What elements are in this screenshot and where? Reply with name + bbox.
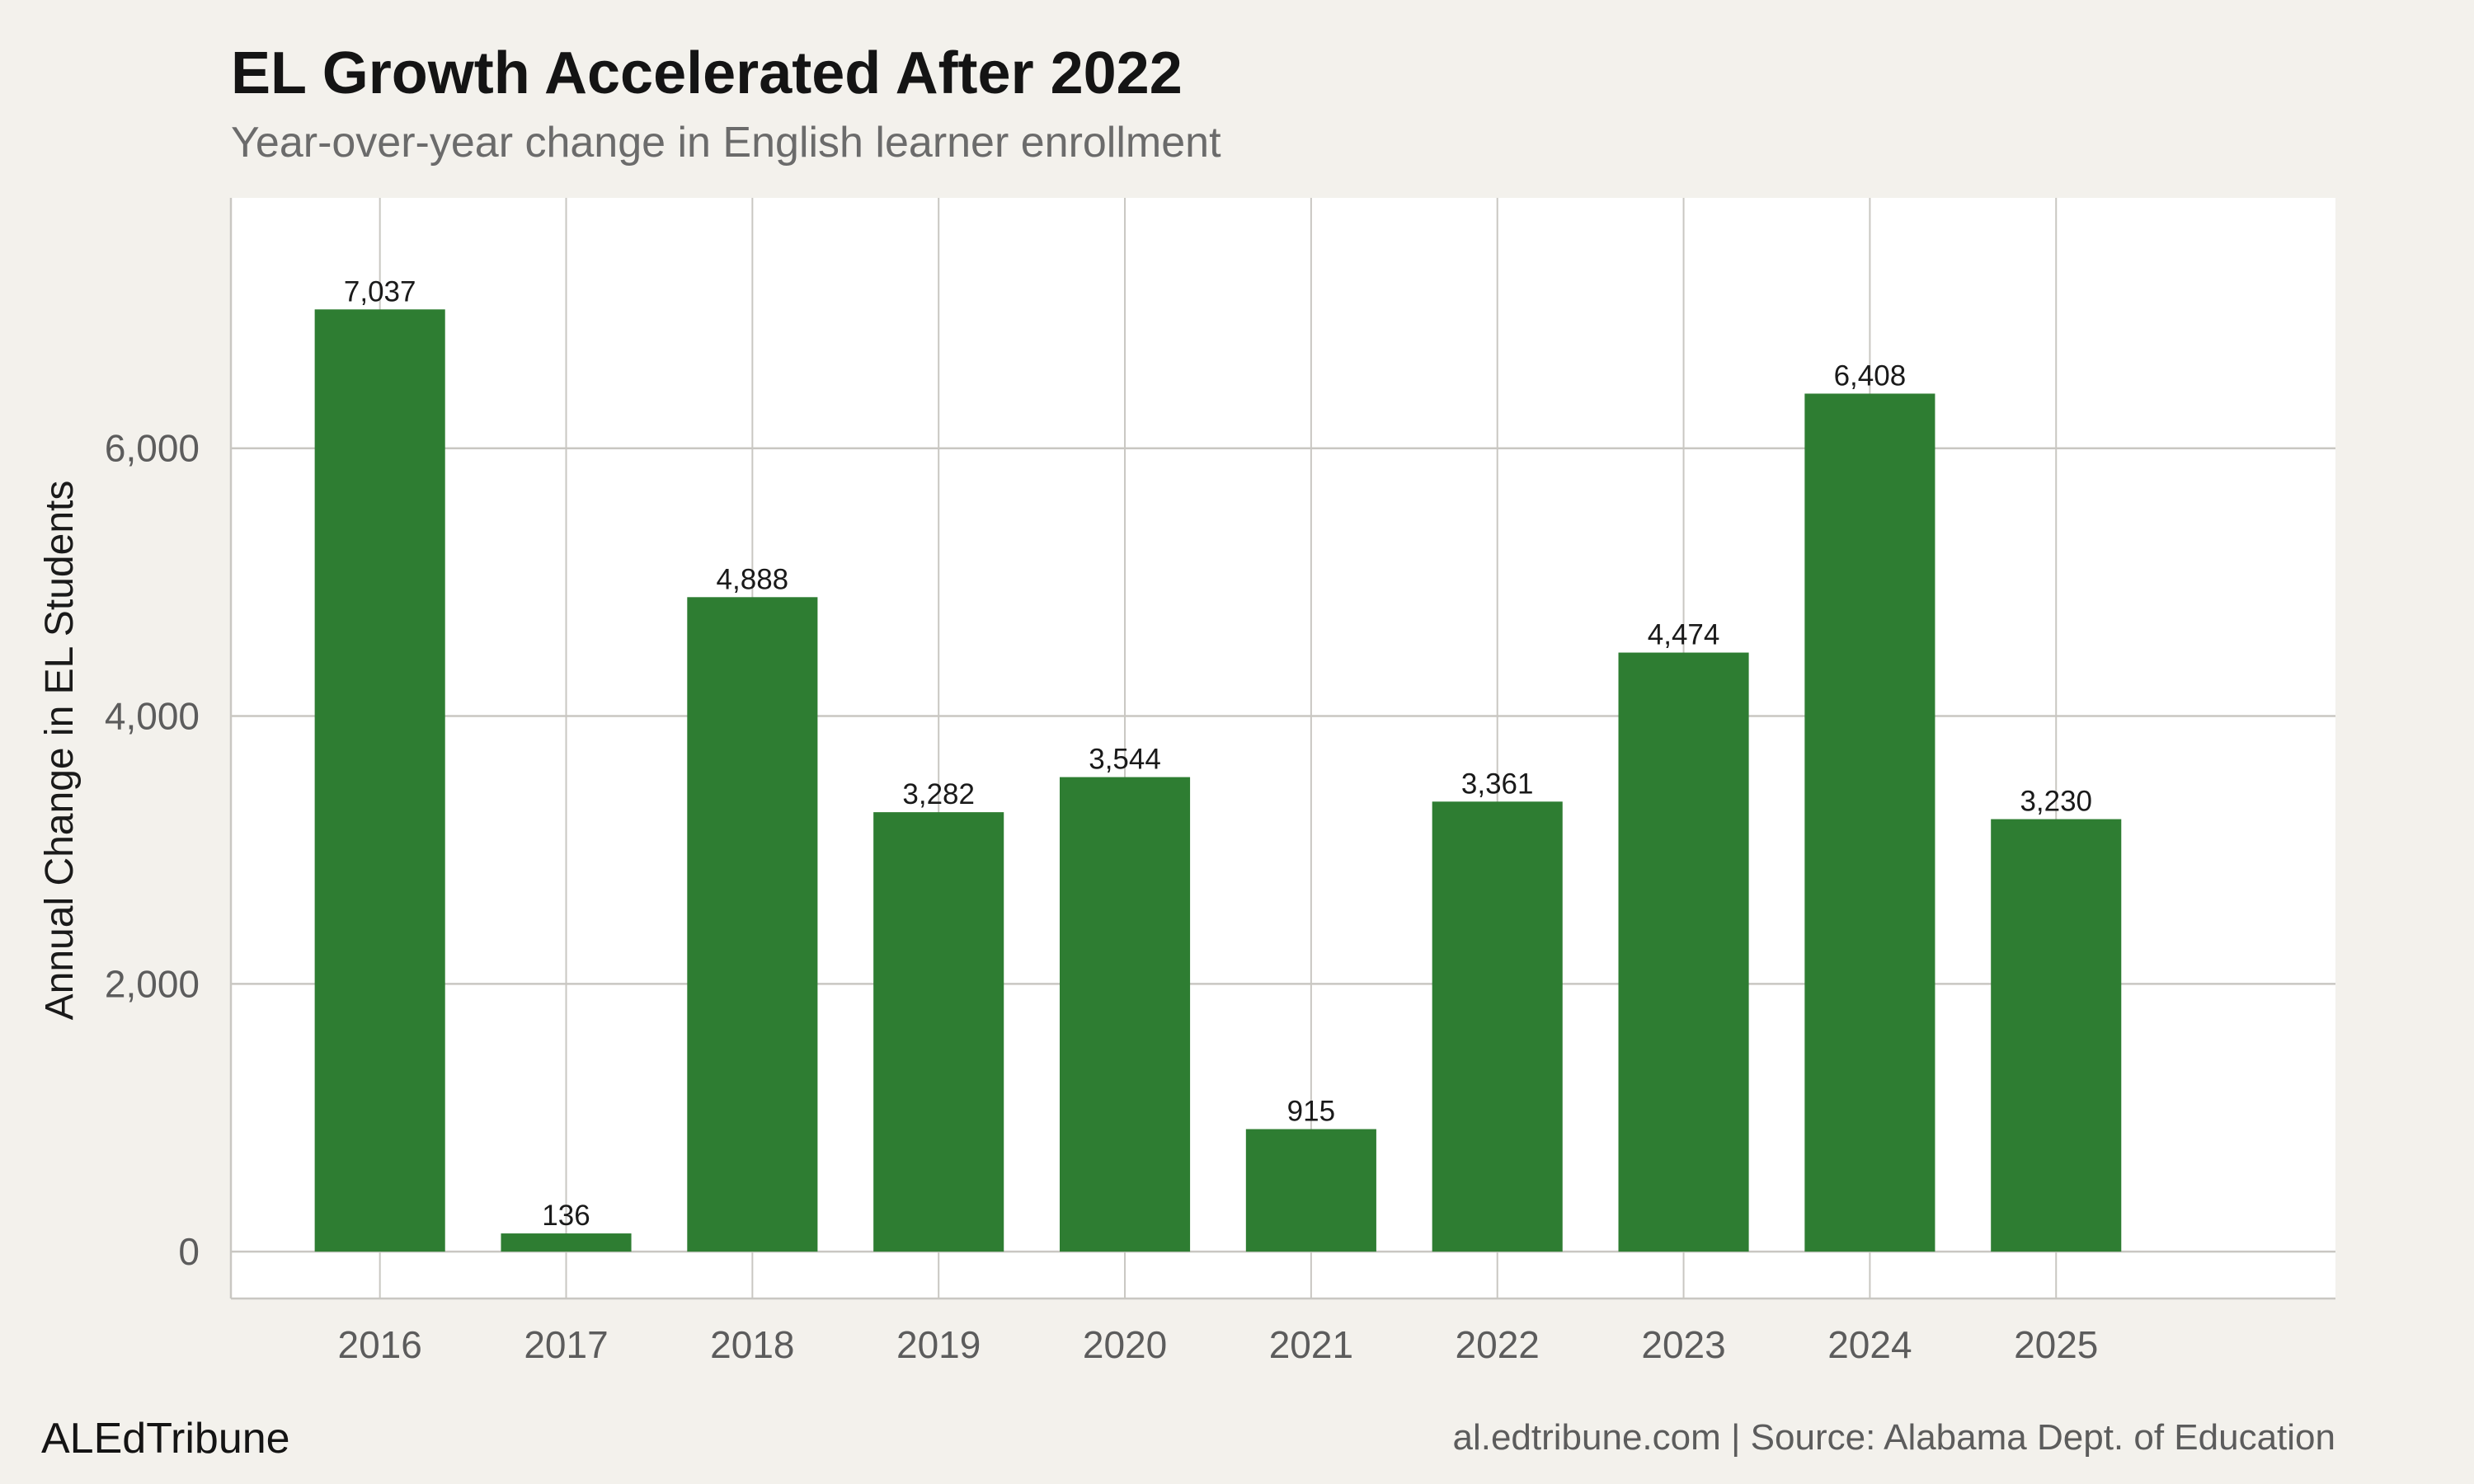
data-label-2020: 3,544	[1089, 744, 1161, 776]
data-label-2019: 3,282	[902, 778, 975, 810]
data-label-2016: 7,037	[344, 275, 416, 308]
y-tick-label-6000: 6,000	[105, 427, 200, 470]
data-label-2022: 3,361	[1461, 768, 1534, 800]
source-note: al.edtribune.com | Source: Alabama Dept.…	[1452, 1417, 2335, 1458]
y-axis-title: Annual Change in EL Students	[38, 481, 82, 1021]
x-tick-label-2023: 2023	[1641, 1323, 1725, 1366]
chart-subtitle: Year-over-year change in English learner…	[231, 119, 1221, 167]
y-tick-label-0: 0	[178, 1230, 200, 1273]
bar-2025	[1991, 819, 2122, 1252]
bar-2017	[501, 1233, 632, 1252]
axis-layer: 0 2,000 4,000 6,000 2016 2017 2018 2019 2020 2021…	[105, 198, 2335, 1366]
data-label-2025: 3,230	[2020, 786, 2092, 818]
plot-panel	[231, 198, 2335, 1298]
x-tick-label-2025: 2025	[2014, 1323, 2098, 1366]
bar-2021	[1245, 1129, 1376, 1252]
x-tick-label-2018: 2018	[710, 1323, 794, 1366]
x-tick-label-2022: 2022	[1456, 1323, 1540, 1366]
bar-2020	[1059, 777, 1191, 1252]
bar-2023	[1618, 652, 1749, 1252]
data-label-2023: 4,474	[1648, 619, 1720, 651]
x-tick-label-2020: 2020	[1083, 1323, 1167, 1366]
x-tick-label-2024: 2024	[1827, 1323, 1912, 1366]
x-tick-label-2017: 2017	[524, 1323, 608, 1366]
chart-title: EL Growth Accelerated After 2022	[231, 40, 1183, 106]
x-tick-label-2016: 2016	[338, 1323, 422, 1366]
data-label-2024: 6,408	[1834, 359, 1907, 392]
bar-2019	[873, 812, 1004, 1252]
y-tick-label-4000: 4,000	[105, 695, 200, 738]
bar-2018	[687, 597, 818, 1252]
bar-2024	[1804, 393, 1935, 1252]
data-label-2018: 4,888	[717, 563, 789, 595]
data-label-2017: 136	[542, 1200, 590, 1232]
y-tick-label-2000: 2,000	[105, 962, 200, 1005]
bar-layer	[314, 309, 2122, 1252]
x-tick-label-2021: 2021	[1269, 1323, 1353, 1366]
bar-2016	[314, 309, 445, 1252]
data-label-layer: 7,037 136 4,888 3,282 3,544 915 3,361 4,474 6,40…	[344, 275, 2092, 1232]
x-tick-label-2019: 2019	[896, 1323, 981, 1366]
bar-2022	[1432, 801, 1563, 1252]
data-label-2021: 915	[1287, 1096, 1335, 1128]
brand-name: ALEdTribune	[41, 1415, 290, 1463]
